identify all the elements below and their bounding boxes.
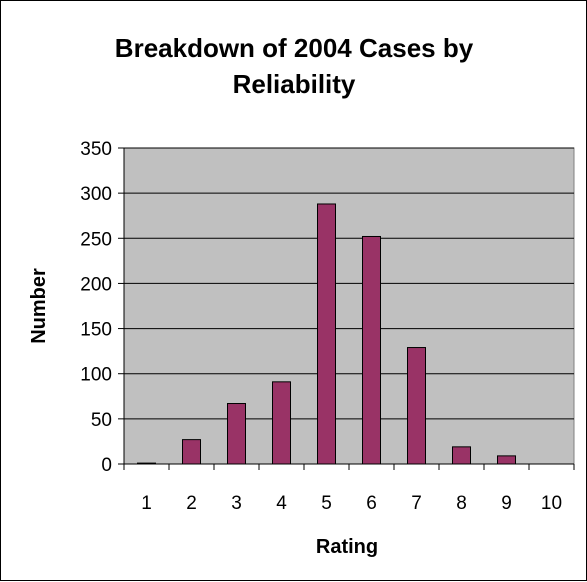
y-tick-label: 300 <box>80 184 112 205</box>
x-tick-label: 6 <box>366 493 377 514</box>
chart-title-line-1: Breakdown of 2004 Cases by <box>115 33 474 63</box>
x-tick-label: 10 <box>541 493 562 514</box>
y-tick-labels: 0 50 100 150 200 250 300 350 <box>80 139 112 476</box>
x-tick-label: 7 <box>411 493 422 514</box>
y-axis-title: Number <box>28 268 50 344</box>
y-tick-label: 100 <box>80 365 112 386</box>
plot-area <box>123 147 575 465</box>
bar-rating-2 <box>182 439 201 465</box>
x-tick-label: 9 <box>501 493 512 514</box>
y-tick-label: 50 <box>91 410 112 431</box>
y-tick-label: 0 <box>101 455 112 476</box>
x-tick-labels: 1 2 3 4 5 6 7 8 9 10 <box>141 493 562 514</box>
x-tick-label: 5 <box>321 493 332 514</box>
y-tick-label: 250 <box>80 229 112 250</box>
bar-rating-4 <box>272 381 291 465</box>
y-tick-label: 200 <box>80 274 112 295</box>
chart-title-line-2: Reliability <box>233 69 356 99</box>
gridlines <box>124 147 574 420</box>
bar-rating-8 <box>452 446 471 465</box>
x-tick-label: 4 <box>276 493 287 514</box>
x-tick-label: 1 <box>141 493 152 514</box>
x-tick-label: 2 <box>186 493 197 514</box>
bar-rating-5 <box>317 203 336 465</box>
axes <box>118 147 575 470</box>
y-tick-label: 350 <box>80 139 112 160</box>
bar-rating-6 <box>362 235 381 465</box>
bar-rating-3 <box>227 403 246 465</box>
x-tick-label: 3 <box>231 493 242 514</box>
bars <box>137 203 516 465</box>
x-tick-label: 8 <box>456 493 467 514</box>
bar-rating-9 <box>497 455 516 465</box>
x-axis-title: Rating <box>316 536 378 558</box>
bar-rating-7 <box>407 347 426 465</box>
y-tick-label: 150 <box>80 320 112 341</box>
